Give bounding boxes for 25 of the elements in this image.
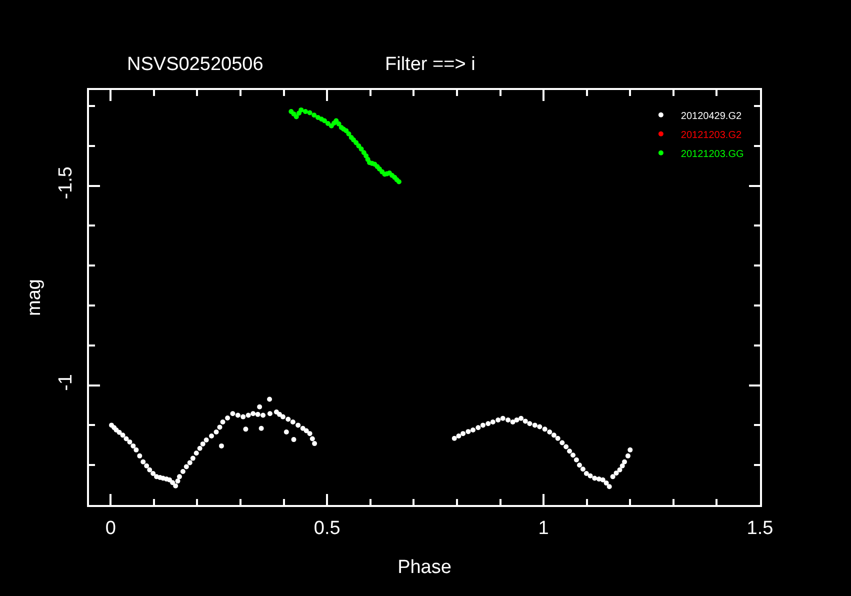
y-tick-label: -1 <box>55 374 76 391</box>
y-tick-label: -1.5 <box>55 166 76 200</box>
point <box>325 121 330 126</box>
legend-label: 20120429.G2 <box>680 110 742 122</box>
x-tick-label: 0.5 <box>314 518 340 539</box>
x-axis-title: Phase <box>398 557 452 578</box>
point <box>346 131 352 136</box>
point <box>354 140 359 146</box>
point <box>294 114 299 120</box>
point <box>307 110 312 116</box>
point <box>312 112 317 118</box>
y-axis-title: mag <box>24 279 45 316</box>
x-tick-label: 1 <box>538 518 549 539</box>
chart-title: NSVS02520506 <box>127 54 264 75</box>
point <box>302 109 308 114</box>
legend-label: 20121203.G2 <box>680 130 742 141</box>
point <box>336 121 342 126</box>
point <box>358 146 364 152</box>
chart-subtitle: Filter ==> i <box>385 54 476 75</box>
point <box>298 107 304 112</box>
point <box>322 118 327 124</box>
x-tick-label: 0 <box>105 518 116 539</box>
legend-label: 20121203.GG <box>680 148 744 160</box>
x-tick-label: 1.5 <box>746 518 774 539</box>
point <box>344 128 349 134</box>
